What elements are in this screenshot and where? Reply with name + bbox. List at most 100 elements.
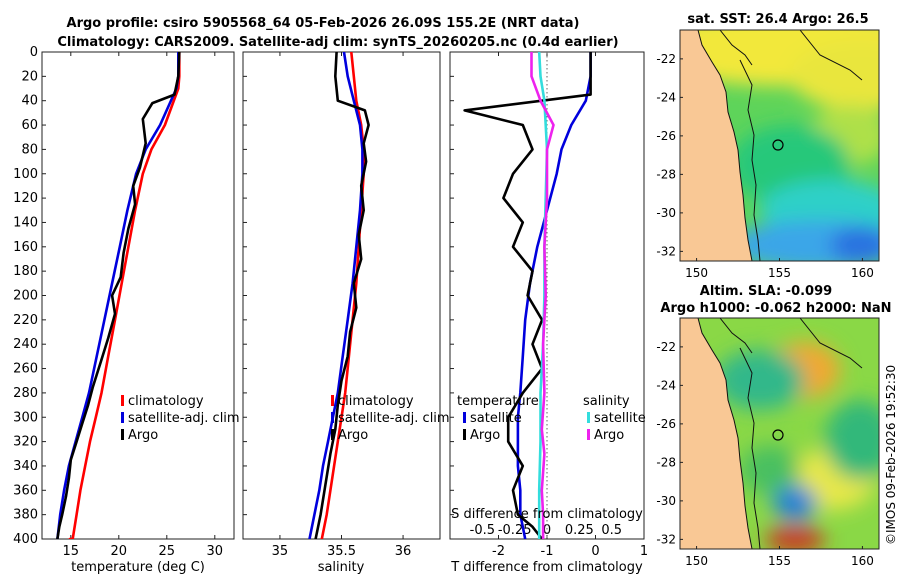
sst-contour-east: [799, 30, 863, 81]
sst-map: sat. SST: 26.4 Argo: 26.5 150 155 160 -22 -2…: [656, 12, 880, 280]
depth-tick-label: 400: [13, 532, 38, 547]
sla-map-title-line2: Argo h1000: -0.062 h2000: NaN: [660, 301, 891, 316]
x-tick-label: 30: [207, 544, 224, 559]
legend-swatch-argo: [121, 429, 124, 440]
s-diff-tick-label: 0.5: [601, 523, 622, 538]
figure-title-line1: Argo profile: csiro 5905568_64 05-Feb-20…: [67, 16, 580, 31]
map-x-tick-label: 155: [768, 554, 791, 568]
x-tick-label: 36: [395, 544, 412, 559]
x-tick-label: -2: [492, 544, 505, 559]
map-x-tick-label: 160: [851, 554, 874, 568]
x-tick-label: 0: [591, 544, 599, 559]
temperature-panel: 0 20 40 60 80 100 120 140 160 180 200 220 240 260 280 3…: [13, 45, 239, 575]
legend-swatch-climatology: [121, 395, 124, 406]
sst-contour-200m: [739, 59, 761, 261]
s-difference-label: S difference from climatology: [451, 507, 643, 522]
map-x-tick-label: 160: [851, 266, 874, 280]
series-line-argo: [56, 52, 181, 539]
legend-climatology: climatology: [128, 394, 204, 409]
depth-tick-label: 20: [21, 69, 38, 84]
sst-warm-band-2: [790, 40, 879, 110]
legend-swatch-t-satellite: [463, 412, 466, 423]
depth-tick-label: 200: [13, 289, 38, 304]
map-y-tick-label: -30: [656, 494, 676, 508]
temperature-ticks: 0 20 40 60 80 100 120 140 160 180 200 220 240 260 280 3…: [13, 45, 223, 559]
salinity-panel: 35 35.5 36 climatology satellite-adj. clim…: [242, 51, 450, 575]
depth-tick-label: 240: [13, 337, 38, 352]
figure-title-line2: Climatology: CARS2009. Satellite-adj cli…: [57, 35, 618, 50]
x-tick-label: 35: [272, 544, 289, 559]
depth-tick-label: 160: [13, 240, 38, 255]
legend-swatch-satellite: [121, 412, 124, 423]
legend-swatch-satellite: [331, 412, 334, 423]
sla-reef-line: [719, 318, 753, 354]
sla-low-core: [773, 485, 817, 521]
series-line-argo: [314, 52, 370, 539]
salinity-ticks: 35 35.5 36: [243, 51, 412, 559]
map-y-tick-label: -28: [656, 167, 676, 181]
depth-tick-label: 340: [13, 459, 38, 474]
map-y-tick-label: -22: [656, 52, 676, 66]
depth-tick-label: 0: [30, 45, 38, 60]
s-diff-tick-label: -0.5: [470, 523, 495, 538]
sst-cold-core: [830, 227, 879, 261]
temperature-legend: climatology satellite-adj. clim Argo: [121, 394, 240, 443]
legend-argo: Argo: [128, 428, 158, 443]
t-difference-xlabel: T difference from climatology: [450, 560, 643, 575]
depth-tick-label: 140: [13, 215, 38, 230]
depth-tick-label: 280: [13, 386, 38, 401]
map-y-tick-label: -26: [656, 129, 676, 143]
sst-argo-location-marker: [772, 139, 784, 151]
series-line-temperature-argo: [463, 52, 592, 539]
depth-tick-label: 320: [13, 435, 38, 450]
depth-tick-label: 300: [13, 410, 38, 425]
legend-t-satellite: satellite: [470, 411, 522, 426]
x-tick-label: 15: [63, 544, 80, 559]
sla-low-2: [825, 400, 879, 480]
legend-s-satellite: satellite: [594, 411, 646, 426]
map-y-tick-label: -32: [656, 244, 676, 258]
sla-low-1: [715, 350, 805, 410]
legend-argo: Argo: [338, 428, 368, 443]
temperature-axes-box: [41, 51, 235, 540]
legend-swatch-s-satellite: [587, 412, 590, 423]
legend-satellite: satellite-adj. clim: [338, 411, 450, 426]
depth-tick-label: 120: [13, 191, 38, 206]
legend-swatch-s-argo: [587, 429, 590, 440]
sst-reef-line: [719, 30, 753, 66]
legend-temperature-header: temperature: [457, 394, 539, 409]
legend-salinity-header: salinity: [583, 394, 630, 409]
x-tick-label: 20: [111, 544, 128, 559]
s-diff-tick-label: 0.25: [565, 523, 594, 538]
map-y-tick-label: -26: [656, 417, 676, 431]
legend-swatch-climatology: [331, 395, 334, 406]
sla-map: Altim. SLA: -0.099 Argo h1000: -0.062 h2…: [656, 284, 891, 568]
sla-argo-location-marker: [772, 429, 784, 441]
map-y-tick-label: -30: [656, 206, 676, 220]
legend-climatology: climatology: [338, 394, 414, 409]
legend-swatch-t-argo: [463, 429, 466, 440]
s-diff-tick-label: -0.25: [498, 523, 532, 538]
legend-satellite: satellite-adj. clim: [128, 411, 240, 426]
depth-tick-label: 80: [21, 142, 38, 157]
salinity-legend: climatology satellite-adj. clim Argo: [331, 394, 450, 443]
series-line-temperature-satellite: [516, 52, 592, 539]
depth-tick-label: 180: [13, 264, 38, 279]
map-y-tick-label: -32: [656, 532, 676, 546]
legend-s-argo: Argo: [594, 428, 624, 443]
map-y-tick-label: -24: [656, 90, 676, 104]
depth-tick-label: 360: [13, 483, 38, 498]
salinity-xlabel: salinity: [318, 560, 365, 575]
sst-map-title: sat. SST: 26.4 Argo: 26.5: [687, 12, 868, 27]
difference-panel: -2 -1 0 1 -0.5 -0.25 0 0.25 0.5 temperature sate…: [449, 51, 648, 575]
sst-australia-land: [680, 30, 753, 261]
sla-australia-land: [680, 318, 753, 549]
legend-t-argo: Argo: [470, 428, 500, 443]
depth-tick-label: 380: [13, 508, 38, 523]
temperature-series: [56, 52, 181, 539]
x-tick-label: -1: [541, 544, 554, 559]
salinity-series: [308, 52, 370, 539]
legend-swatch-argo: [331, 429, 334, 440]
sla-contour-east: [799, 318, 863, 369]
